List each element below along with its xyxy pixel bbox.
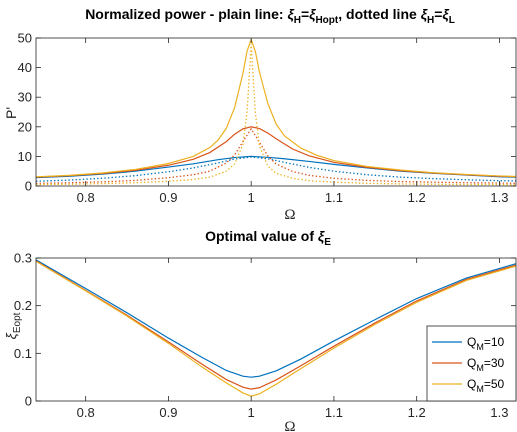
bottom-x-tick-label: 0.8 — [77, 405, 95, 420]
top-x-axis-label: Ω — [284, 207, 295, 223]
bottom-series-line-3 — [36, 260, 516, 397]
top-x-tick-label: 0.8 — [77, 190, 95, 205]
bottom-y-tick-label: 0.1 — [14, 346, 32, 361]
legend-label-q10: QM=10 — [467, 335, 505, 352]
top-chart-plot-area: 0.8 0.9 1 1.1 1.2 1.3 0 10 20 30 40 50 — [18, 31, 517, 205]
top-series-line-4 — [36, 156, 516, 182]
top-y-tick-label: 50 — [18, 31, 32, 46]
bottom-x-tick-label: 1.3 — [490, 405, 508, 420]
top-chart-title: Normalized power - plain line: ξH=ξHopt,… — [85, 6, 455, 26]
top-x-tick-label: 1.2 — [408, 190, 426, 205]
bottom-x-tick-label: 0.9 — [159, 405, 177, 420]
bottom-x-axis-label: Ω — [284, 419, 295, 432]
bottom-x-tick-label: 1.1 — [325, 405, 343, 420]
top-y-tick-label: 30 — [18, 90, 32, 105]
top-x-tick-label: 1.1 — [325, 190, 343, 205]
top-y-tick-label: 40 — [18, 60, 32, 75]
top-x-tick-label: 1.3 — [490, 190, 508, 205]
legend-label-q30: QM=30 — [467, 356, 505, 373]
bottom-y-tick-label: 0 — [25, 394, 32, 409]
bottom-series-line-2 — [36, 260, 516, 390]
top-series-line-3 — [36, 38, 516, 178]
bottom-y-tick-label: 0.2 — [14, 298, 32, 313]
top-plot-background — [36, 38, 516, 186]
bottom-chart-title: Optimal value of ξE — [205, 228, 331, 248]
legend-label-q50: QM=50 — [467, 377, 505, 394]
bottom-series-line-1 — [36, 259, 516, 378]
top-y-tick-label: 0 — [25, 179, 32, 194]
top-y-axis-label: P' — [3, 107, 19, 119]
top-axes-frame — [35, 37, 517, 187]
top-x-tick-label: 0.9 — [159, 190, 177, 205]
bottom-x-tick-label: 1.2 — [408, 405, 426, 420]
top-y-tick-label: 10 — [18, 149, 32, 164]
top-y-tick-label: 20 — [18, 119, 32, 134]
bottom-x-tick-label: 1 — [248, 405, 255, 420]
legend: QM=10 QM=30 QM=50 — [426, 325, 517, 402]
top-series-line-6 — [36, 43, 516, 186]
bottom-y-axis-label: ξEopt — [3, 312, 23, 339]
top-x-tick-label: 1 — [248, 190, 255, 205]
bottom-y-tick-label: 0.3 — [14, 251, 32, 266]
